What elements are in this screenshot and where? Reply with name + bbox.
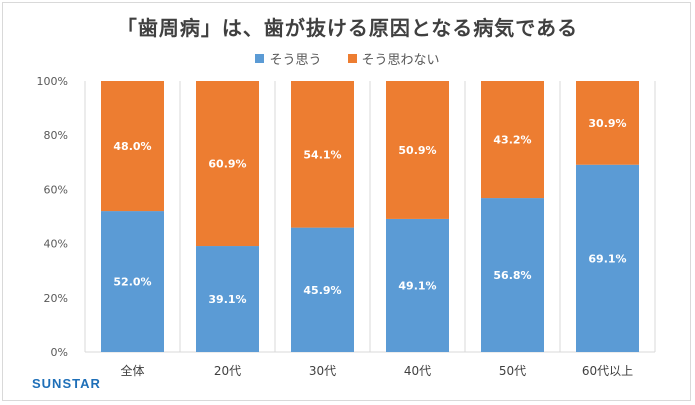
legend-label-disagree: そう思わない bbox=[361, 53, 440, 68]
bar-segment bbox=[386, 81, 449, 219]
x-category-label: 全体 bbox=[120, 363, 144, 378]
y-tick-label: 60% bbox=[44, 183, 68, 196]
y-tick-label: 100% bbox=[37, 75, 68, 88]
chart-frame bbox=[2, 2, 691, 401]
y-tick-label: 80% bbox=[44, 129, 68, 142]
bar-segment bbox=[386, 218, 449, 352]
data-label: 49.1% bbox=[398, 279, 436, 292]
y-tick-label: 40% bbox=[44, 238, 68, 251]
bar-segment bbox=[291, 227, 354, 352]
data-label: 69.1% bbox=[588, 252, 626, 265]
data-label: 30.9% bbox=[588, 117, 626, 130]
data-label: 56.8% bbox=[493, 269, 531, 282]
legend: そう思う そう思わない bbox=[0, 49, 695, 68]
x-category-label: 20代 bbox=[214, 364, 241, 378]
legend-swatch-disagree bbox=[347, 54, 357, 63]
legend-swatch-agree bbox=[255, 54, 265, 63]
data-label: 54.1% bbox=[303, 148, 341, 161]
data-label: 39.1% bbox=[208, 293, 246, 306]
data-label: 50.9% bbox=[398, 144, 436, 157]
chart-title: 「歯周病」は、歯が抜ける原因となる病気である bbox=[116, 16, 579, 40]
x-category-label: 60代以上 bbox=[582, 364, 633, 378]
data-label: 48.0% bbox=[113, 140, 151, 153]
data-label: 52.0% bbox=[113, 276, 151, 289]
bar-segment bbox=[576, 164, 639, 352]
legend-item-disagree: そう思わない bbox=[347, 49, 440, 68]
bar-segment bbox=[101, 81, 164, 212]
legend-label-agree: そう思う bbox=[269, 53, 322, 68]
brand-logo: SUNSTAR bbox=[32, 376, 101, 391]
x-category-label: 40代 bbox=[404, 364, 431, 378]
data-label: 43.2% bbox=[493, 134, 531, 147]
bar-segment bbox=[196, 246, 259, 352]
bar-segment bbox=[291, 81, 354, 228]
bar-segment bbox=[576, 81, 639, 165]
x-category-label: 50代 bbox=[499, 364, 526, 378]
bar-segment bbox=[481, 198, 544, 352]
y-tick-label: 0% bbox=[51, 346, 68, 359]
data-label: 45.9% bbox=[303, 284, 341, 297]
bar-segment bbox=[196, 81, 259, 247]
y-tick-label: 20% bbox=[44, 292, 68, 305]
x-category-label: 30代 bbox=[309, 364, 336, 378]
bar-segment bbox=[481, 81, 544, 199]
data-label: 60.9% bbox=[208, 158, 246, 171]
bar-segment bbox=[101, 211, 164, 352]
legend-item-agree: そう思う bbox=[255, 49, 322, 68]
